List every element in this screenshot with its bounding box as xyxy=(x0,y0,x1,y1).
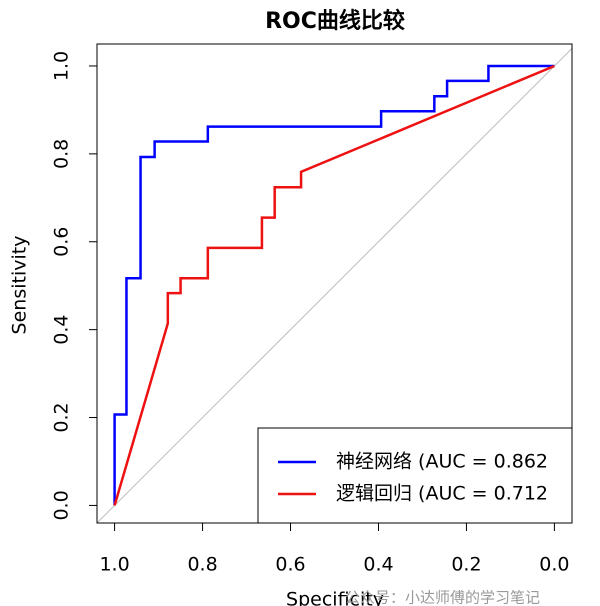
watermark: 公众号：小达师傅的学习笔记 xyxy=(345,589,540,606)
y-tick-label: 0.4 xyxy=(51,315,73,345)
roc-line xyxy=(113,64,555,506)
y-tick-label: 1.0 xyxy=(51,51,73,81)
x-tick-label: 0.4 xyxy=(363,554,393,576)
y-tick-label: 0.0 xyxy=(51,490,73,520)
x-tick-label: 0.8 xyxy=(187,554,217,576)
y-tick-label: 0.2 xyxy=(51,402,73,432)
reference-line xyxy=(97,48,572,523)
y-tick-label: 0.6 xyxy=(51,227,73,257)
legend-label: 逻辑回归 (AUC = 0.712 xyxy=(336,483,548,505)
roc-line xyxy=(113,64,555,506)
y-tick-label: 0.8 xyxy=(51,139,73,169)
x-axis-label: Specificity xyxy=(286,589,384,606)
chart-title: ROC曲线比较 xyxy=(265,8,405,34)
legend-box xyxy=(257,427,573,524)
x-tick-label: 0.0 xyxy=(539,554,569,576)
legend-label: 神经网络 (AUC = 0.862 xyxy=(336,451,548,473)
x-tick-label: 1.0 xyxy=(99,554,129,576)
x-tick-label: 0.2 xyxy=(451,554,481,576)
x-tick-label: 0.6 xyxy=(275,554,305,576)
y-axis-label: Sensitivity xyxy=(9,236,31,335)
